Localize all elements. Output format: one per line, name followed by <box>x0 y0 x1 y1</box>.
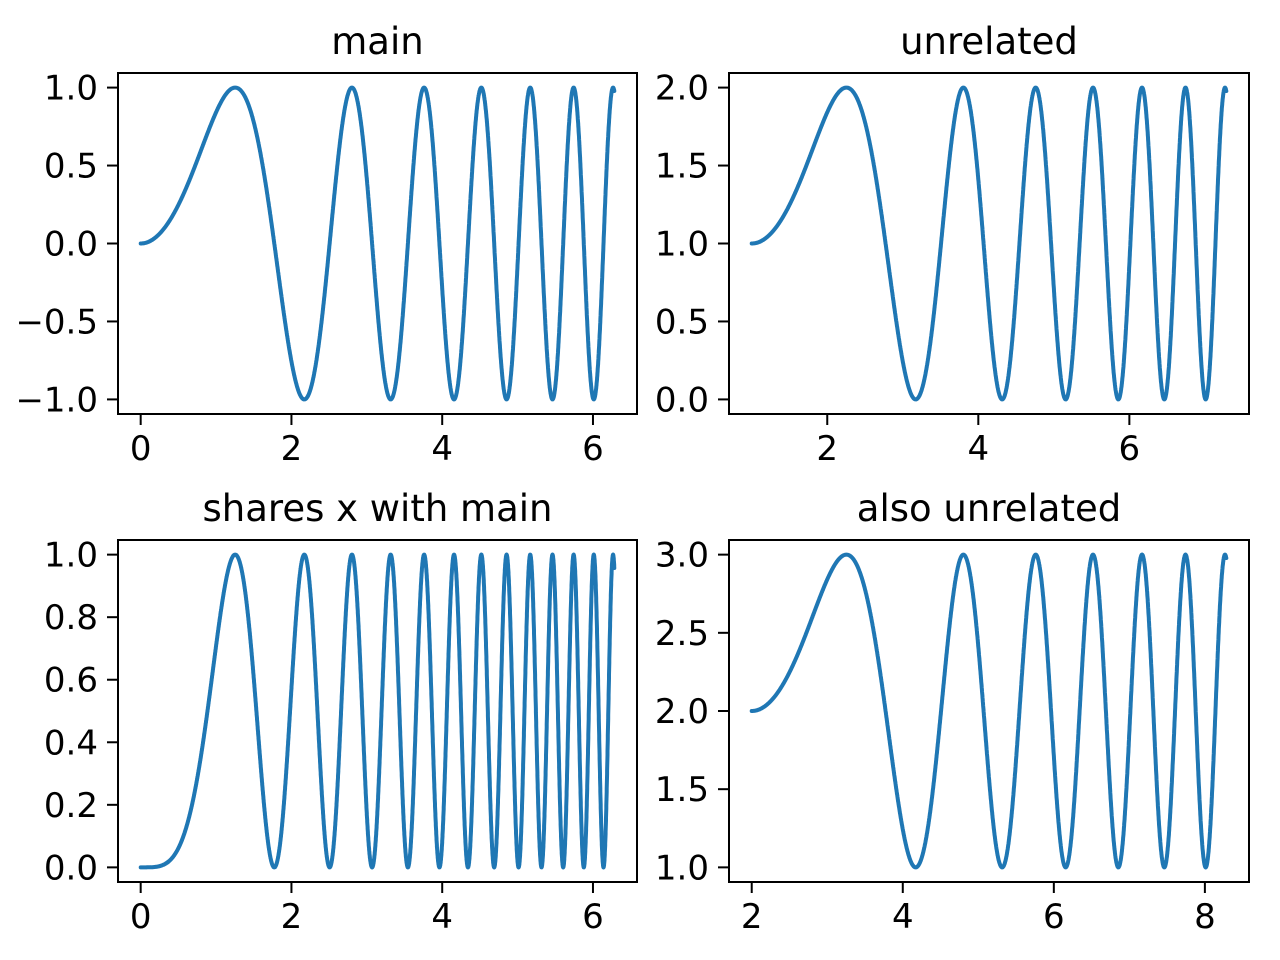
x-tick-label: 6 <box>1119 429 1141 469</box>
x-tick-label: 6 <box>582 897 604 937</box>
y-tick-label: 1.5 <box>655 147 709 187</box>
axes-spines <box>728 539 1250 883</box>
y-tick-label: 2.5 <box>655 614 709 654</box>
y-tick-label: 3.0 <box>655 536 709 576</box>
axes-unrelated: 2 4 6 0.0 0.5 1.0 1.5 2.0 <box>655 69 1250 469</box>
x-tick-label: 4 <box>967 429 989 469</box>
y-tick-label: 2.0 <box>655 69 709 109</box>
x-tick-label: 4 <box>892 897 914 937</box>
axes-spines <box>728 72 1250 415</box>
y-tick-label: 0.0 <box>655 380 709 420</box>
series-line-unrelated <box>749 85 1229 402</box>
axes-also-unrelated: 2 4 6 8 1.0 1.5 2.0 2.5 3.0 <box>655 536 1250 937</box>
x-tick-label: 0 <box>130 897 152 937</box>
y-tick-label: 0.4 <box>44 723 98 763</box>
x-tick-label: 6 <box>582 429 604 469</box>
y-tick-label: 0.0 <box>44 848 98 888</box>
axes-spines <box>117 539 638 883</box>
subplot-main: main 0 2 4 6 −1.0 −0.5 0.0 0.5 1.0 <box>15 22 638 469</box>
axes-shares-x-with-main: 0 2 4 6 0.0 0.2 0.4 0.6 0.8 1.0 <box>44 536 638 937</box>
y-tick-label: 1.0 <box>44 69 98 109</box>
y-tick-label: 1.0 <box>655 848 709 888</box>
x-tick-label: 6 <box>1043 897 1065 937</box>
y-tick-label: 0.2 <box>44 786 98 826</box>
y-tick-label: 1.5 <box>655 770 709 810</box>
y-tick-label: −1.0 <box>15 380 98 420</box>
y-tick-label: −0.5 <box>15 302 98 342</box>
y-tick-label: 0.0 <box>44 225 98 265</box>
x-tick-label: 2 <box>816 429 838 469</box>
series-line-shares_x_with_main <box>138 552 617 870</box>
x-tick-label: 2 <box>281 897 303 937</box>
chart-title-also-unrelated: also unrelated <box>856 487 1122 531</box>
subplot-also-unrelated: also unrelated 2 4 6 8 1.0 1.5 2.0 2.5 3.0 <box>655 489 1250 937</box>
axes-canvas-also_unrelated: 2 4 6 8 1.0 1.5 2.0 2.5 3.0 <box>655 536 1250 937</box>
x-tick-label: 4 <box>431 429 453 469</box>
y-tick-label: 0.8 <box>44 598 98 638</box>
subplot-unrelated: unrelated 2 4 6 0.0 0.5 1.0 1.5 2.0 <box>655 22 1250 469</box>
chart-title-unrelated: unrelated <box>900 20 1078 64</box>
x-tick-label: 0 <box>130 429 152 469</box>
axes-canvas-main: 0 2 4 6 −1.0 −0.5 0.0 0.5 1.0 <box>15 69 638 469</box>
axes-canvas-shares_x_with_main: 0 2 4 6 0.0 0.2 0.4 0.6 0.8 1.0 <box>44 536 638 937</box>
x-tick-label: 2 <box>741 897 763 937</box>
chart-title-main: main <box>331 20 424 64</box>
y-tick-label: 1.0 <box>655 225 709 265</box>
subplot-shares-x-with-main: shares x with main 0 2 4 6 0.0 0.2 0.4 0.6 0.8 1.… <box>44 489 638 937</box>
series-line-also_unrelated <box>749 552 1229 870</box>
axes-canvas-unrelated: 2 4 6 0.0 0.5 1.0 1.5 2.0 <box>655 69 1250 469</box>
x-tick-label: 8 <box>1194 897 1216 937</box>
y-tick-label: 0.5 <box>655 302 709 342</box>
y-tick-label: 1.0 <box>44 536 98 576</box>
x-tick-label: 4 <box>431 897 453 937</box>
axes-main: 0 2 4 6 −1.0 −0.5 0.0 0.5 1.0 <box>15 69 638 469</box>
y-tick-label: 0.6 <box>44 661 98 701</box>
x-tick-label: 2 <box>281 429 303 469</box>
y-tick-label: 2.0 <box>655 692 709 732</box>
y-tick-label: 0.5 <box>44 147 98 187</box>
axes-spines <box>117 72 638 415</box>
series-line-main <box>138 85 617 402</box>
chart-title-shares-x-with-main: shares x with main <box>202 487 553 531</box>
